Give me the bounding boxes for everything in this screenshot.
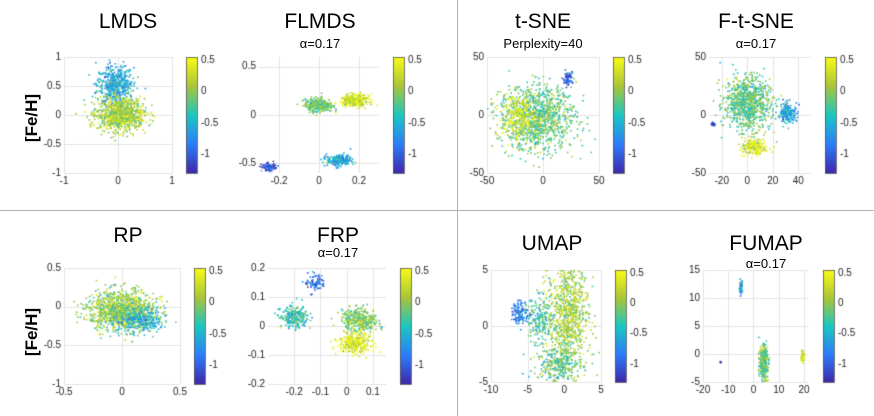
flmds-title: FLMDS — [260, 10, 380, 34]
ftsne-subtitle: α=0.17 — [696, 36, 816, 51]
tsne-title: t-SNE — [483, 10, 603, 34]
ftsne-title: F-t-SNE — [696, 10, 816, 34]
tsne-subtitle: Perplexity=40 — [483, 36, 603, 51]
fumap-subtitle: α=0.17 — [706, 256, 826, 271]
rp-title: RP — [68, 224, 188, 248]
umap-title: UMAP — [492, 232, 612, 256]
flmds-subtitle: α=0.17 — [260, 36, 380, 51]
horizontal-divider — [0, 210, 874, 211]
row-label-top: [Fe/H] — [22, 88, 42, 148]
frp-subtitle: α=0.17 — [278, 245, 398, 260]
lmds-title: LMDS — [68, 10, 188, 34]
row-label-bottom: [Fe/H] — [22, 302, 42, 362]
fumap-title: FUMAP — [706, 232, 826, 256]
vertical-divider — [457, 0, 458, 416]
